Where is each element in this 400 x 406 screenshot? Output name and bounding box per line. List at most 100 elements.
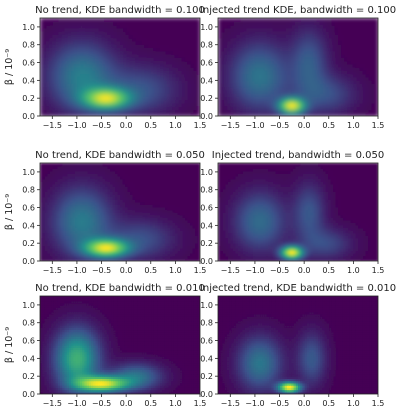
density-cell [160,219,164,223]
density-cell [80,258,84,261]
density-cell [135,21,140,26]
density-cell [116,96,121,101]
density-cell [347,44,351,48]
density-cell [193,31,198,35]
density-cell [145,196,149,200]
density-cell [65,245,69,249]
density-cell [190,76,195,81]
density-cell [61,67,66,71]
density-cell [116,34,121,39]
density-cell [301,93,305,97]
density-cell [221,40,225,45]
density-cell [129,40,133,45]
density-cell [117,204,121,208]
density-cell [190,212,194,216]
density-cell [130,222,134,226]
density-cell [152,253,156,257]
density-cell [353,76,358,81]
density-cell [80,240,84,244]
density-cell [60,196,64,200]
density-cell [76,86,81,91]
density-cell [107,31,112,35]
density-cell [60,222,64,226]
density-cell [298,76,302,81]
density-cell [301,80,305,84]
density-cell [221,53,225,58]
density-cell [270,63,274,68]
density-cell [254,21,259,26]
density-cell [353,60,358,65]
density-cell [359,40,364,45]
density-cell [138,60,143,65]
density-cell [165,219,169,223]
density-cell [125,222,129,226]
density-cell [338,106,342,111]
density-cell [129,44,133,48]
density-cell [331,80,336,84]
density-cell [233,102,238,107]
density-cell [112,212,116,216]
density-cell [95,188,99,192]
density-cell [112,230,116,234]
density-cell [130,240,134,244]
density-cell [170,258,174,261]
density-cell [140,230,144,234]
density-cell [55,255,59,260]
density-cell [95,80,100,84]
density-cell [100,214,104,218]
density-cell [322,60,327,65]
density-cell [62,193,66,198]
density-cell [258,21,262,26]
density-cell [325,89,330,94]
density-cell [155,199,159,203]
density-cell [87,237,91,241]
density-cell [192,209,196,213]
density-cell [316,31,321,35]
density-cell [80,224,84,229]
density-cell [285,93,290,97]
axes-frame [39,17,201,117]
density-cell [123,67,127,71]
density-cell [52,237,56,241]
density-cell [65,217,69,221]
density-cell [181,50,186,55]
density-cell [112,209,116,213]
density-cell [156,60,161,65]
density-cell [165,242,169,247]
density-cell [242,70,247,75]
density-cell [334,60,339,65]
density-cell [101,106,106,111]
density-cell [190,60,195,65]
density-cell [150,199,154,203]
density-cell [195,242,199,247]
density-cell [52,50,56,55]
density-cell [140,245,144,249]
density-cell [192,217,196,221]
density-cell [110,199,114,203]
density-cell [258,40,262,45]
density-cell [72,212,76,216]
density-cell [242,93,247,97]
density-cell [55,214,59,218]
density-cell [172,47,176,52]
density-cell [57,235,61,239]
density-cell [261,31,265,35]
density-cell [129,76,133,81]
density-cell [334,80,339,84]
density-cell [64,99,69,104]
density-cell [353,47,358,52]
density-cell [92,102,96,107]
density-cell [120,250,124,254]
density-cell [95,222,99,226]
density-cell [137,237,141,241]
density-cell [40,109,44,114]
density-cell [101,102,106,107]
density-cell [55,222,59,226]
density-cell [97,242,101,247]
density-cell [331,53,336,58]
density-cell [122,224,126,229]
density-cell [325,96,330,101]
density-cell [282,89,287,94]
density-cell [313,80,318,84]
density-cell [307,99,311,104]
